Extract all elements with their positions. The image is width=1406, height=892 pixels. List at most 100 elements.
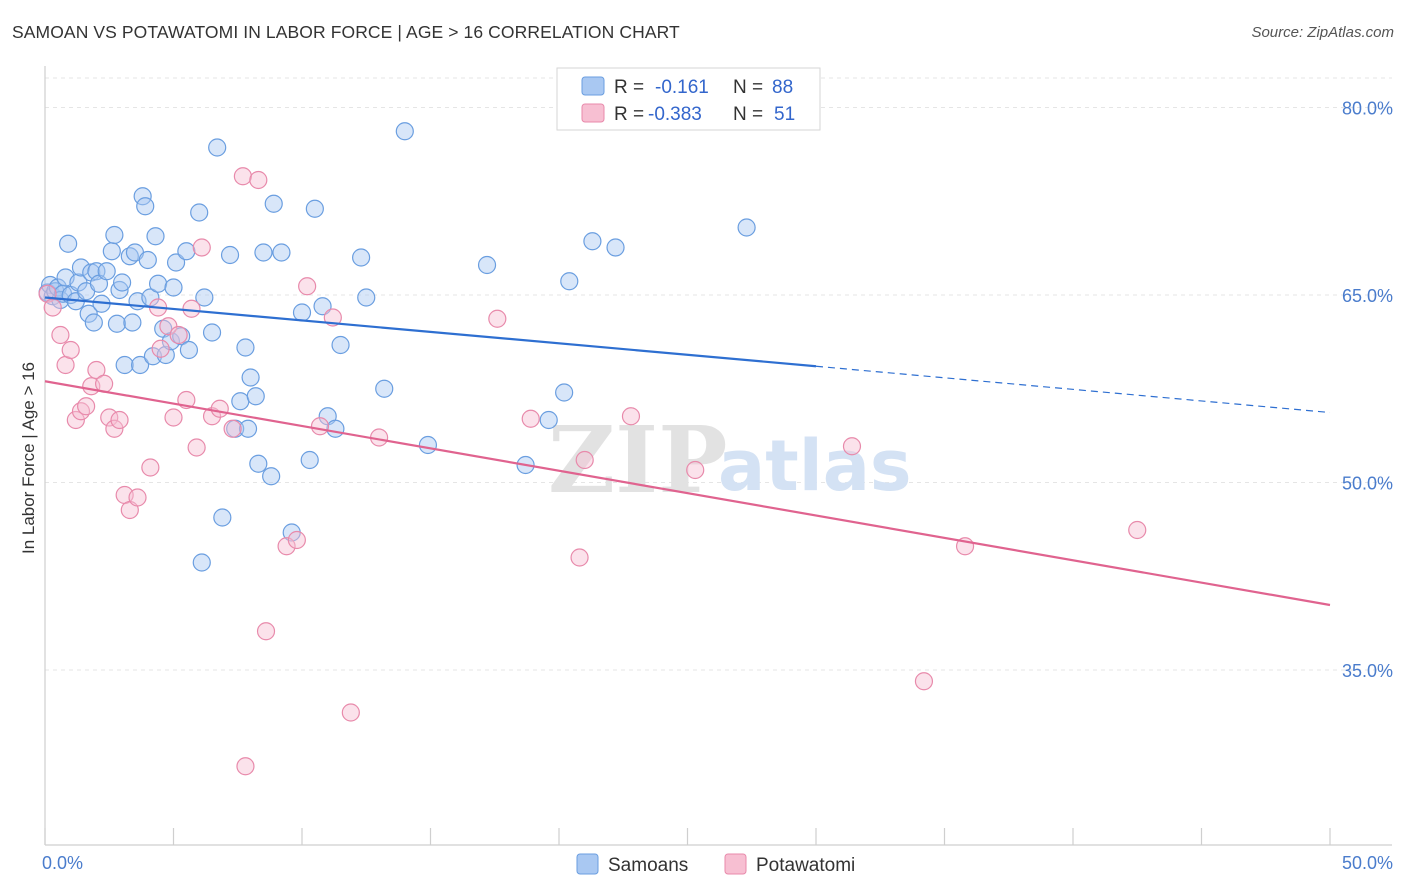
samoans-point — [231, 392, 250, 411]
legend-swatch-samoans — [581, 76, 605, 96]
potawatomi-point — [141, 458, 160, 477]
samoans-point — [326, 419, 345, 438]
samoans-point — [105, 225, 124, 245]
potawatomi-trend-line — [44, 380, 1331, 607]
potawatomi-point — [71, 402, 91, 421]
samoans-point — [107, 314, 127, 333]
y-tick-label-1: 65.0% — [1342, 286, 1393, 306]
samoans-point — [331, 335, 350, 355]
potawatomi-point — [51, 325, 70, 345]
samoans-point — [305, 199, 324, 218]
potawatomi-point — [169, 325, 188, 345]
legend-n-value-potawatomi: 51 — [774, 104, 795, 125]
samoans-point — [208, 138, 227, 157]
samoans-point — [59, 234, 78, 253]
potawatomi-point — [914, 672, 934, 691]
samoans-point — [246, 387, 265, 406]
potawatomi-point — [110, 410, 129, 430]
samoans-point — [357, 288, 376, 307]
watermark-zip: ZIP — [548, 406, 727, 514]
legend-r-value-samoans: -0.161 — [655, 77, 709, 98]
samoans-point — [264, 194, 283, 213]
samoans-point — [166, 253, 186, 272]
correlation-legend: R = -0.161 N = 88 R = -0.383 N = 51 — [556, 67, 821, 131]
potawatomi-point — [570, 548, 589, 567]
y-axis-tick-labels: 80.0% 65.0% 50.0% 35.0% — [1342, 99, 1393, 682]
potawatomi-point — [341, 703, 360, 722]
samoans-point — [130, 355, 150, 375]
samoans-point — [84, 313, 103, 332]
samoans-point — [195, 288, 214, 307]
chart-title: SAMOAN VS POTAWATOMI IN LABOR FORCE | AG… — [12, 22, 680, 42]
potawatomi-point — [488, 309, 507, 328]
potawatomi-point — [277, 537, 296, 556]
y-tick-label-3: 35.0% — [1342, 661, 1393, 681]
legend-r-value-potawatomi: -0.383 — [648, 104, 702, 125]
samoans-point — [737, 218, 756, 237]
samoans-point — [71, 258, 91, 277]
potawatomi-point — [61, 340, 80, 360]
series-legend-label-samoans: Samoans — [608, 855, 688, 876]
samoans-trend-line — [44, 296, 817, 368]
samoans-point — [190, 203, 209, 222]
series-legend: Samoans Potawatomi — [576, 853, 855, 876]
samoans-point — [202, 323, 222, 342]
potawatomi-point — [43, 298, 62, 317]
samoans-point — [143, 347, 163, 366]
samoans-point — [192, 553, 211, 572]
source-credit: Source: ZipAtlas.com — [1251, 24, 1394, 41]
samoans-trend-line-extension — [815, 365, 1331, 414]
samoans-point — [79, 304, 98, 323]
samoans-point — [352, 248, 371, 267]
axes — [44, 66, 1392, 846]
potawatomi-point — [105, 419, 124, 438]
samoans-point — [123, 313, 142, 332]
watermark-atlas: atlas — [718, 425, 912, 507]
potawatomi-point — [192, 238, 211, 257]
samoans-points — [38, 122, 756, 572]
potawatomi-point — [310, 417, 330, 436]
potawatomi-point — [66, 410, 85, 430]
legend-n-label-potawatomi: N = — [733, 104, 763, 125]
samoans-point — [292, 303, 312, 322]
samoans-point — [136, 197, 155, 216]
series-legend-swatch-potawatomi — [724, 853, 747, 875]
potawatomi-point — [686, 460, 705, 480]
samoans-point — [418, 435, 438, 455]
potawatomi-point — [287, 530, 306, 550]
potawatomi-point — [151, 339, 170, 358]
samoans-point — [220, 245, 240, 265]
samoans-point — [555, 383, 574, 402]
samoans-point — [583, 232, 602, 251]
samoans-point — [606, 238, 625, 257]
potawatomi-point — [210, 399, 229, 418]
samoans-point — [102, 242, 121, 261]
x-axis-tick-labels: 0.0% 50.0% — [42, 853, 1393, 873]
samoans-point — [97, 262, 116, 281]
x-tick-label-min: 0.0% — [42, 853, 83, 873]
potawatomi-point — [236, 757, 255, 776]
potawatomi-point — [1128, 520, 1147, 540]
potawatomi-point — [187, 438, 206, 457]
potawatomi-point — [842, 437, 862, 456]
samoans-point — [249, 454, 268, 473]
legend-n-label-samoans: N = — [733, 77, 763, 98]
legend-n-value-samoans: 88 — [772, 77, 793, 98]
samoans-point — [395, 122, 414, 141]
samoans-point — [164, 278, 183, 297]
samoans-point — [313, 297, 332, 316]
potawatomi-point — [256, 622, 276, 641]
potawatomi-point — [575, 450, 594, 470]
samoans-point — [262, 467, 281, 486]
potawatomi-point — [233, 167, 252, 186]
potawatomi-point — [182, 299, 201, 318]
legend-r-label-samoans: R = — [614, 77, 644, 98]
series-legend-label-potawatomi: Potawatomi — [756, 855, 855, 876]
samoans-point — [112, 273, 132, 292]
samoans-point — [177, 242, 196, 261]
y-tick-label-2: 50.0% — [1342, 474, 1393, 494]
potawatomi-point — [521, 409, 540, 428]
potawatomi-point — [164, 408, 183, 427]
samoans-point — [238, 419, 258, 438]
